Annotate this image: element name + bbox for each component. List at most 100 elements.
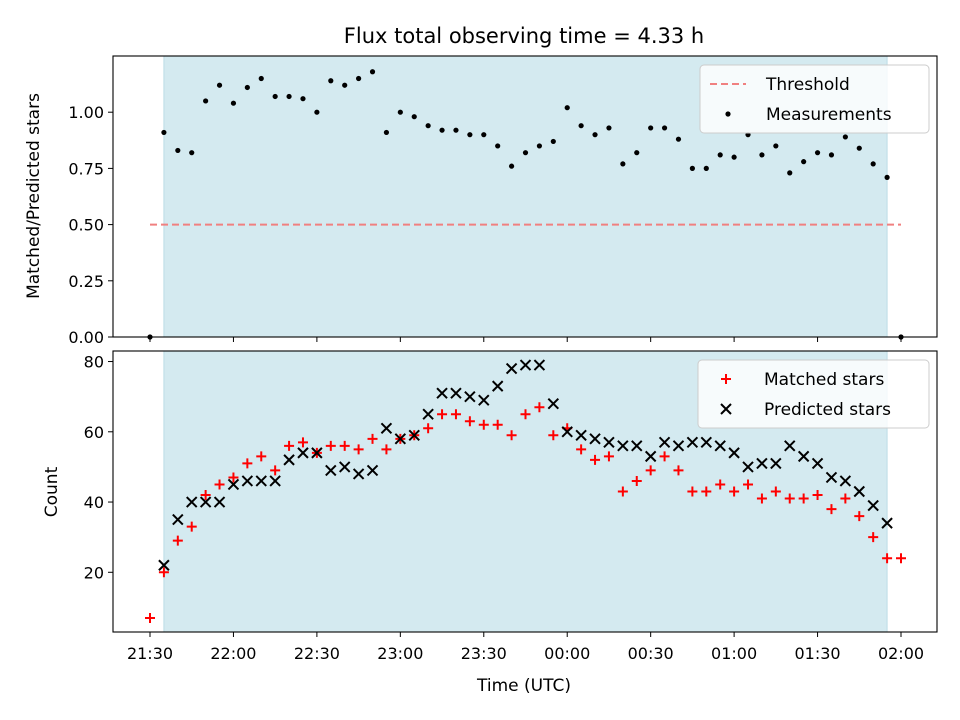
x-tick-label: 01:00 <box>711 644 757 663</box>
measurement-point <box>495 143 501 149</box>
predicted-star-point <box>199 496 212 508</box>
x-tick-label: 00:00 <box>544 644 590 663</box>
matched-star-point <box>297 437 308 448</box>
legend-label: Measurements <box>766 105 892 125</box>
predicted-star-point <box>533 359 546 371</box>
measurement-point <box>620 161 626 167</box>
bottom-plot-area: 20 40 60 80 21:30 22:00 22:30 23:00 23:30 00:00 00… <box>84 350 938 663</box>
matched-star-point <box>729 486 740 497</box>
predicted-star-point <box>617 440 629 452</box>
matched-star-point <box>228 472 239 483</box>
predicted-star-point <box>867 499 879 512</box>
matched-star-point <box>603 451 614 462</box>
predicted-star-point <box>589 433 601 445</box>
y-tick-label: 60 <box>84 423 104 442</box>
predicted-star-point <box>269 475 281 487</box>
legend-box <box>699 64 930 134</box>
bottom-y-axis-label: Count <box>42 466 62 517</box>
matched-star-point <box>367 433 378 444</box>
predicted-star-point <box>422 408 434 420</box>
predicted-star-point <box>352 468 365 480</box>
measurement-point <box>328 78 334 84</box>
matched-star-point <box>812 490 823 501</box>
matched-star-point <box>673 465 684 476</box>
legend-box <box>697 359 930 429</box>
measurement-point <box>272 93 278 100</box>
predicted-star-point <box>338 461 351 473</box>
measurement-point <box>759 152 765 158</box>
matched-star-point <box>506 430 517 441</box>
predicted-star-point <box>491 380 504 392</box>
measurement-point <box>342 82 348 88</box>
measurement-point <box>606 125 612 131</box>
measurement-point <box>828 152 835 158</box>
matched-star-point <box>256 451 267 462</box>
predicted-star-point <box>853 485 865 498</box>
matched-star-point <box>145 612 155 623</box>
measurement-point <box>564 105 570 111</box>
x-tick-label: 02:00 <box>878 644 924 663</box>
matched-star-point <box>756 493 767 504</box>
measurement-point <box>230 100 237 106</box>
x-tick-label: 22:30 <box>294 644 340 663</box>
matched-star-point <box>520 409 531 420</box>
measurement-point <box>411 114 417 120</box>
measurement-point <box>689 165 695 171</box>
measurement-point <box>522 150 529 156</box>
matched-star-point <box>548 430 559 441</box>
predicted-star-point <box>408 429 420 442</box>
matched-star-point <box>798 493 809 504</box>
predicted-star-point <box>213 496 226 508</box>
matched-star-point <box>339 440 350 451</box>
predicted-star-point <box>672 440 685 452</box>
predicted-star-point <box>784 440 796 452</box>
measurement-point <box>787 170 793 176</box>
matched-star-point <box>478 419 489 430</box>
measurement-point <box>216 82 223 88</box>
predicted-star-point <box>394 433 407 445</box>
predicted-star-point <box>811 457 824 470</box>
predicted-star-point <box>825 471 838 484</box>
matched-star-point <box>896 553 906 564</box>
measurement-point <box>648 125 654 131</box>
axes-frame <box>112 55 938 338</box>
y-tick-label: 0.75 <box>68 159 104 178</box>
y-tick-label: 0.00 <box>68 328 104 347</box>
matched-star-point <box>854 511 865 522</box>
matched-star-point <box>840 493 851 504</box>
predicted-star-point <box>241 475 254 487</box>
predicted-star-point <box>644 450 657 463</box>
predicted-star-point <box>756 457 768 470</box>
matched-star-point <box>617 486 628 497</box>
measurement-point <box>397 109 403 115</box>
measurement-point <box>870 161 876 167</box>
predicted-star-point <box>658 436 671 449</box>
axes-frame <box>112 350 938 633</box>
top-plot-area: 0.00 0.25 0.50 0.75 1.00 Threshold Measurement… <box>68 55 938 347</box>
matched-star-point <box>715 479 726 490</box>
predicted-star-point <box>686 436 699 449</box>
matched-star-point <box>325 440 336 451</box>
predicted-star-point <box>450 387 462 399</box>
matched-star-point <box>743 479 754 490</box>
measurement-point <box>731 154 737 160</box>
predicted-star-point <box>839 475 852 487</box>
matched-star-point <box>631 475 642 486</box>
measurement-point <box>592 132 598 138</box>
predicted-star-point <box>297 447 309 459</box>
legend-label: Threshold <box>765 75 850 95</box>
measurement-point <box>189 150 195 156</box>
matched-star-point <box>214 479 225 490</box>
matched-star-point <box>450 409 461 420</box>
predicted-star-point <box>311 447 323 459</box>
matched-star-point <box>534 402 545 413</box>
x-tick-label: 01:30 <box>795 644 841 663</box>
matched-star-point <box>868 532 879 543</box>
x-tick-label: 23:30 <box>461 644 507 663</box>
matched-star-point <box>784 493 795 504</box>
measurement-point <box>286 93 292 100</box>
matched-star-point <box>186 521 197 532</box>
measurement-point <box>856 145 862 151</box>
matched-star-point <box>437 409 448 420</box>
matched-star-point <box>701 486 712 497</box>
